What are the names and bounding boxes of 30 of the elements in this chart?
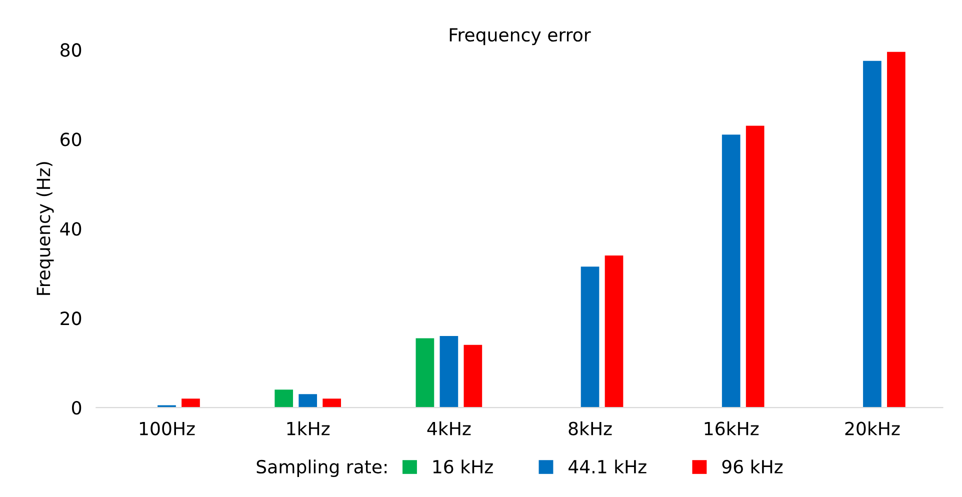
y-tick-label: 40 — [60, 222, 82, 236]
y-axis-title: Frequency (Hz) — [36, 162, 54, 295]
bar — [604, 255, 624, 408]
x-tick-label: 100Hz — [140, 422, 195, 436]
bar — [580, 266, 600, 408]
bar — [887, 52, 906, 408]
bar — [274, 390, 294, 408]
y-tick-label: 80 — [60, 43, 82, 57]
bar — [440, 336, 458, 408]
legend-label: 44.1 kHz — [568, 460, 646, 474]
legend-label: 96 kHz — [722, 460, 783, 474]
bar — [722, 134, 740, 408]
y-tick-label: 60 — [60, 132, 82, 146]
bar — [182, 398, 200, 408]
bar — [863, 60, 882, 408]
chart-title: Frequency error — [450, 28, 591, 46]
bar — [416, 338, 434, 408]
x-tick-label: 4kHz — [427, 421, 471, 436]
bar — [322, 398, 341, 408]
legend-label: 16 kHz — [433, 460, 493, 474]
x-tick-label: 20kHz — [845, 421, 900, 436]
x-tick-label: 16kHz — [704, 421, 759, 436]
legend-title: Sampling rate: — [256, 460, 387, 478]
bar — [464, 344, 482, 408]
x-tick-label: 1kHz — [287, 421, 330, 436]
y-tick-label: 20 — [60, 312, 82, 326]
bar — [298, 394, 318, 408]
y-tick-label: 0 — [72, 401, 82, 415]
bar — [746, 126, 764, 408]
x-tick-label: 8kHz — [568, 421, 612, 436]
